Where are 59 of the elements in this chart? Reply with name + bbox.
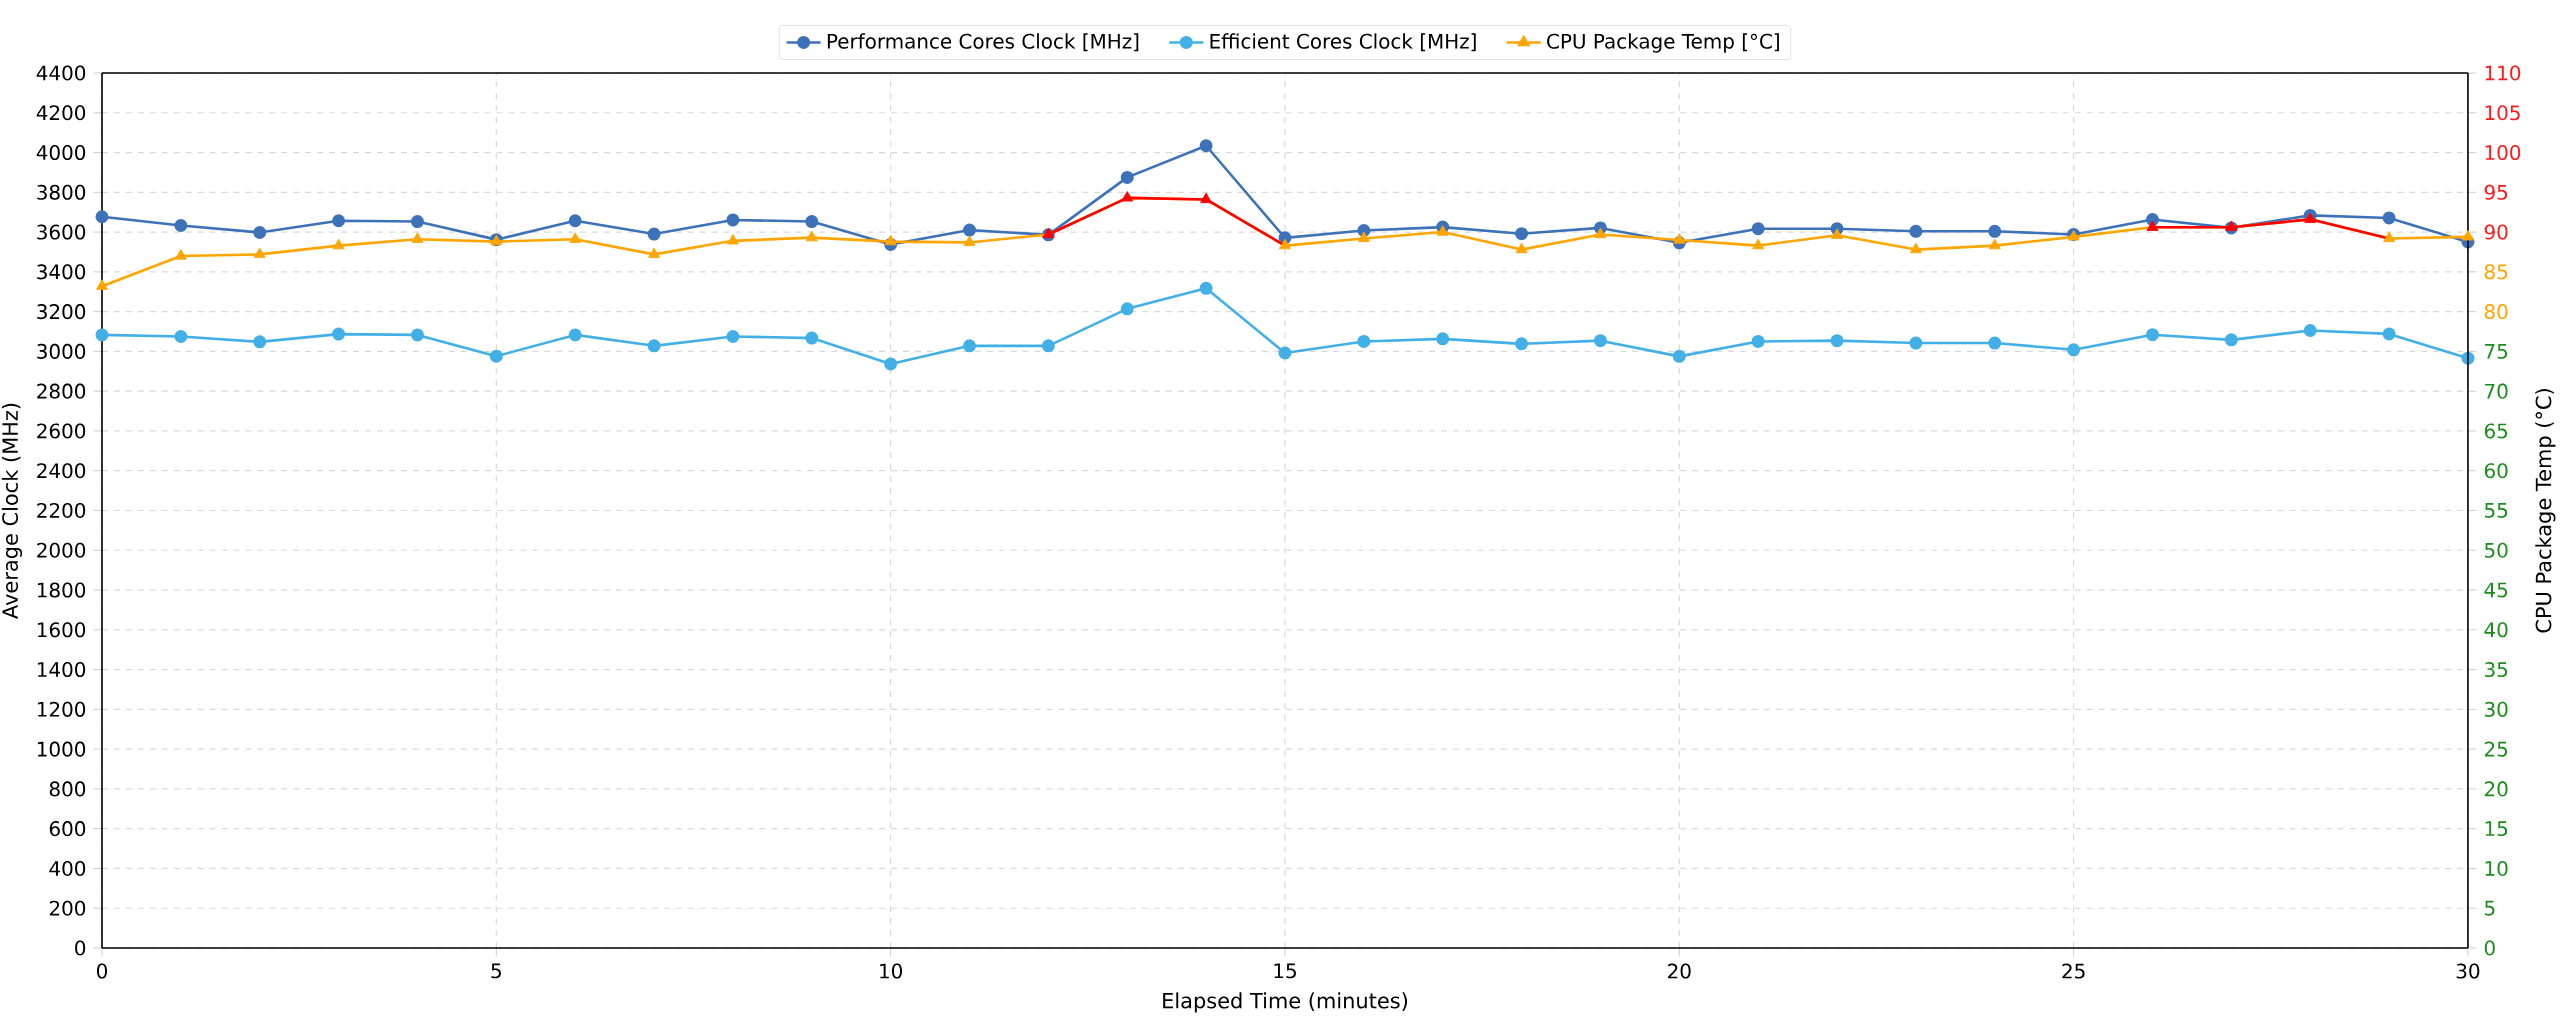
y2-tick-label: 40	[2484, 622, 2508, 638]
x-tick-label: 0	[96, 963, 108, 979]
y2-tick-label: 60	[2484, 463, 2508, 479]
y2-tick-label: 20	[2484, 781, 2508, 797]
x-tick-label: 5	[491, 963, 501, 979]
y2-tick-label: 95	[2484, 184, 2508, 200]
x-tick-label: 25	[2062, 963, 2085, 979]
y-tick-label: 3000	[37, 343, 86, 359]
y-tick-label: 1200	[37, 701, 86, 717]
y2-tick-label: 90	[2484, 224, 2508, 240]
y2-tick-label: 45	[2484, 582, 2508, 598]
x-tick-label: 15	[1274, 963, 1296, 979]
y2-axis-title: CPU Package Temp (°C)	[2535, 389, 2556, 633]
legend-label: Efficient Cores Clock [MHz]	[1210, 33, 1476, 52]
y2-tick-label: 80	[2484, 304, 2508, 320]
y-tick-label: 0	[75, 940, 86, 956]
x-tick-label: 20	[1668, 963, 1691, 979]
y-tick-label: 2600	[37, 423, 86, 439]
y2-tick-label: 65	[2484, 423, 2508, 439]
y2-tick-label: 0	[2484, 940, 2495, 956]
y-tick-label: 1000	[37, 741, 86, 757]
y-tick-label: 600	[49, 821, 86, 837]
x-axis-title: Elapsed Time (minutes)	[1163, 992, 1408, 1013]
y-tick-label: 200	[49, 900, 86, 916]
y2-tick-label: 70	[2485, 383, 2508, 399]
y-tick-label: 1600	[37, 622, 86, 638]
y-tick-label: 2000	[37, 542, 86, 558]
y2-tick-label: 15	[2485, 821, 2508, 837]
legend-label: Performance Cores Clock [MHz]	[827, 33, 1139, 52]
y2-tick-label: 5	[2485, 900, 2495, 916]
y2-tick-label: 25	[2484, 741, 2508, 757]
y-tick-label: 3200	[37, 304, 86, 320]
x-tick-label: 10	[880, 963, 903, 979]
y2-tick-label: 100	[2485, 144, 2521, 161]
y-tick-label: 1400	[37, 662, 86, 678]
y2-tick-label: 55	[2485, 503, 2508, 518]
y-axis-title: Average Clock (MHz)	[1, 403, 23, 619]
y-tick-label: 400	[49, 860, 86, 876]
y2-tick-label: 105	[2485, 105, 2520, 121]
y2-tick-label: 50	[2485, 542, 2508, 558]
y-tick-label: 2200	[37, 502, 86, 519]
y2-tick-label: 35	[2485, 662, 2508, 678]
y-tick-label: 800	[49, 781, 86, 797]
y-tick-label: 2800	[37, 383, 86, 399]
y-tick-label: 3400	[37, 264, 86, 280]
legend-label: CPU Package Temp [°C]	[1547, 33, 1779, 53]
y2-tick-label: 75	[2485, 343, 2508, 359]
y-tick-label: 3800	[37, 184, 86, 200]
y-tick-label: 3600	[37, 224, 86, 240]
y2-tick-label: 110	[2485, 65, 2521, 81]
y-tick-label: 4200	[36, 105, 86, 121]
x-tick-label: 30	[2456, 963, 2480, 979]
y2-tick-label: 85	[2484, 264, 2508, 280]
y2-tick-label: 30	[2485, 701, 2508, 717]
y-tick-label: 4400	[36, 65, 86, 81]
y-tick-label: 1800	[37, 582, 86, 598]
y2-tick-label: 10	[2485, 860, 2508, 876]
y-tick-label: 2400	[37, 463, 86, 479]
y-tick-label: 4000	[36, 144, 86, 161]
